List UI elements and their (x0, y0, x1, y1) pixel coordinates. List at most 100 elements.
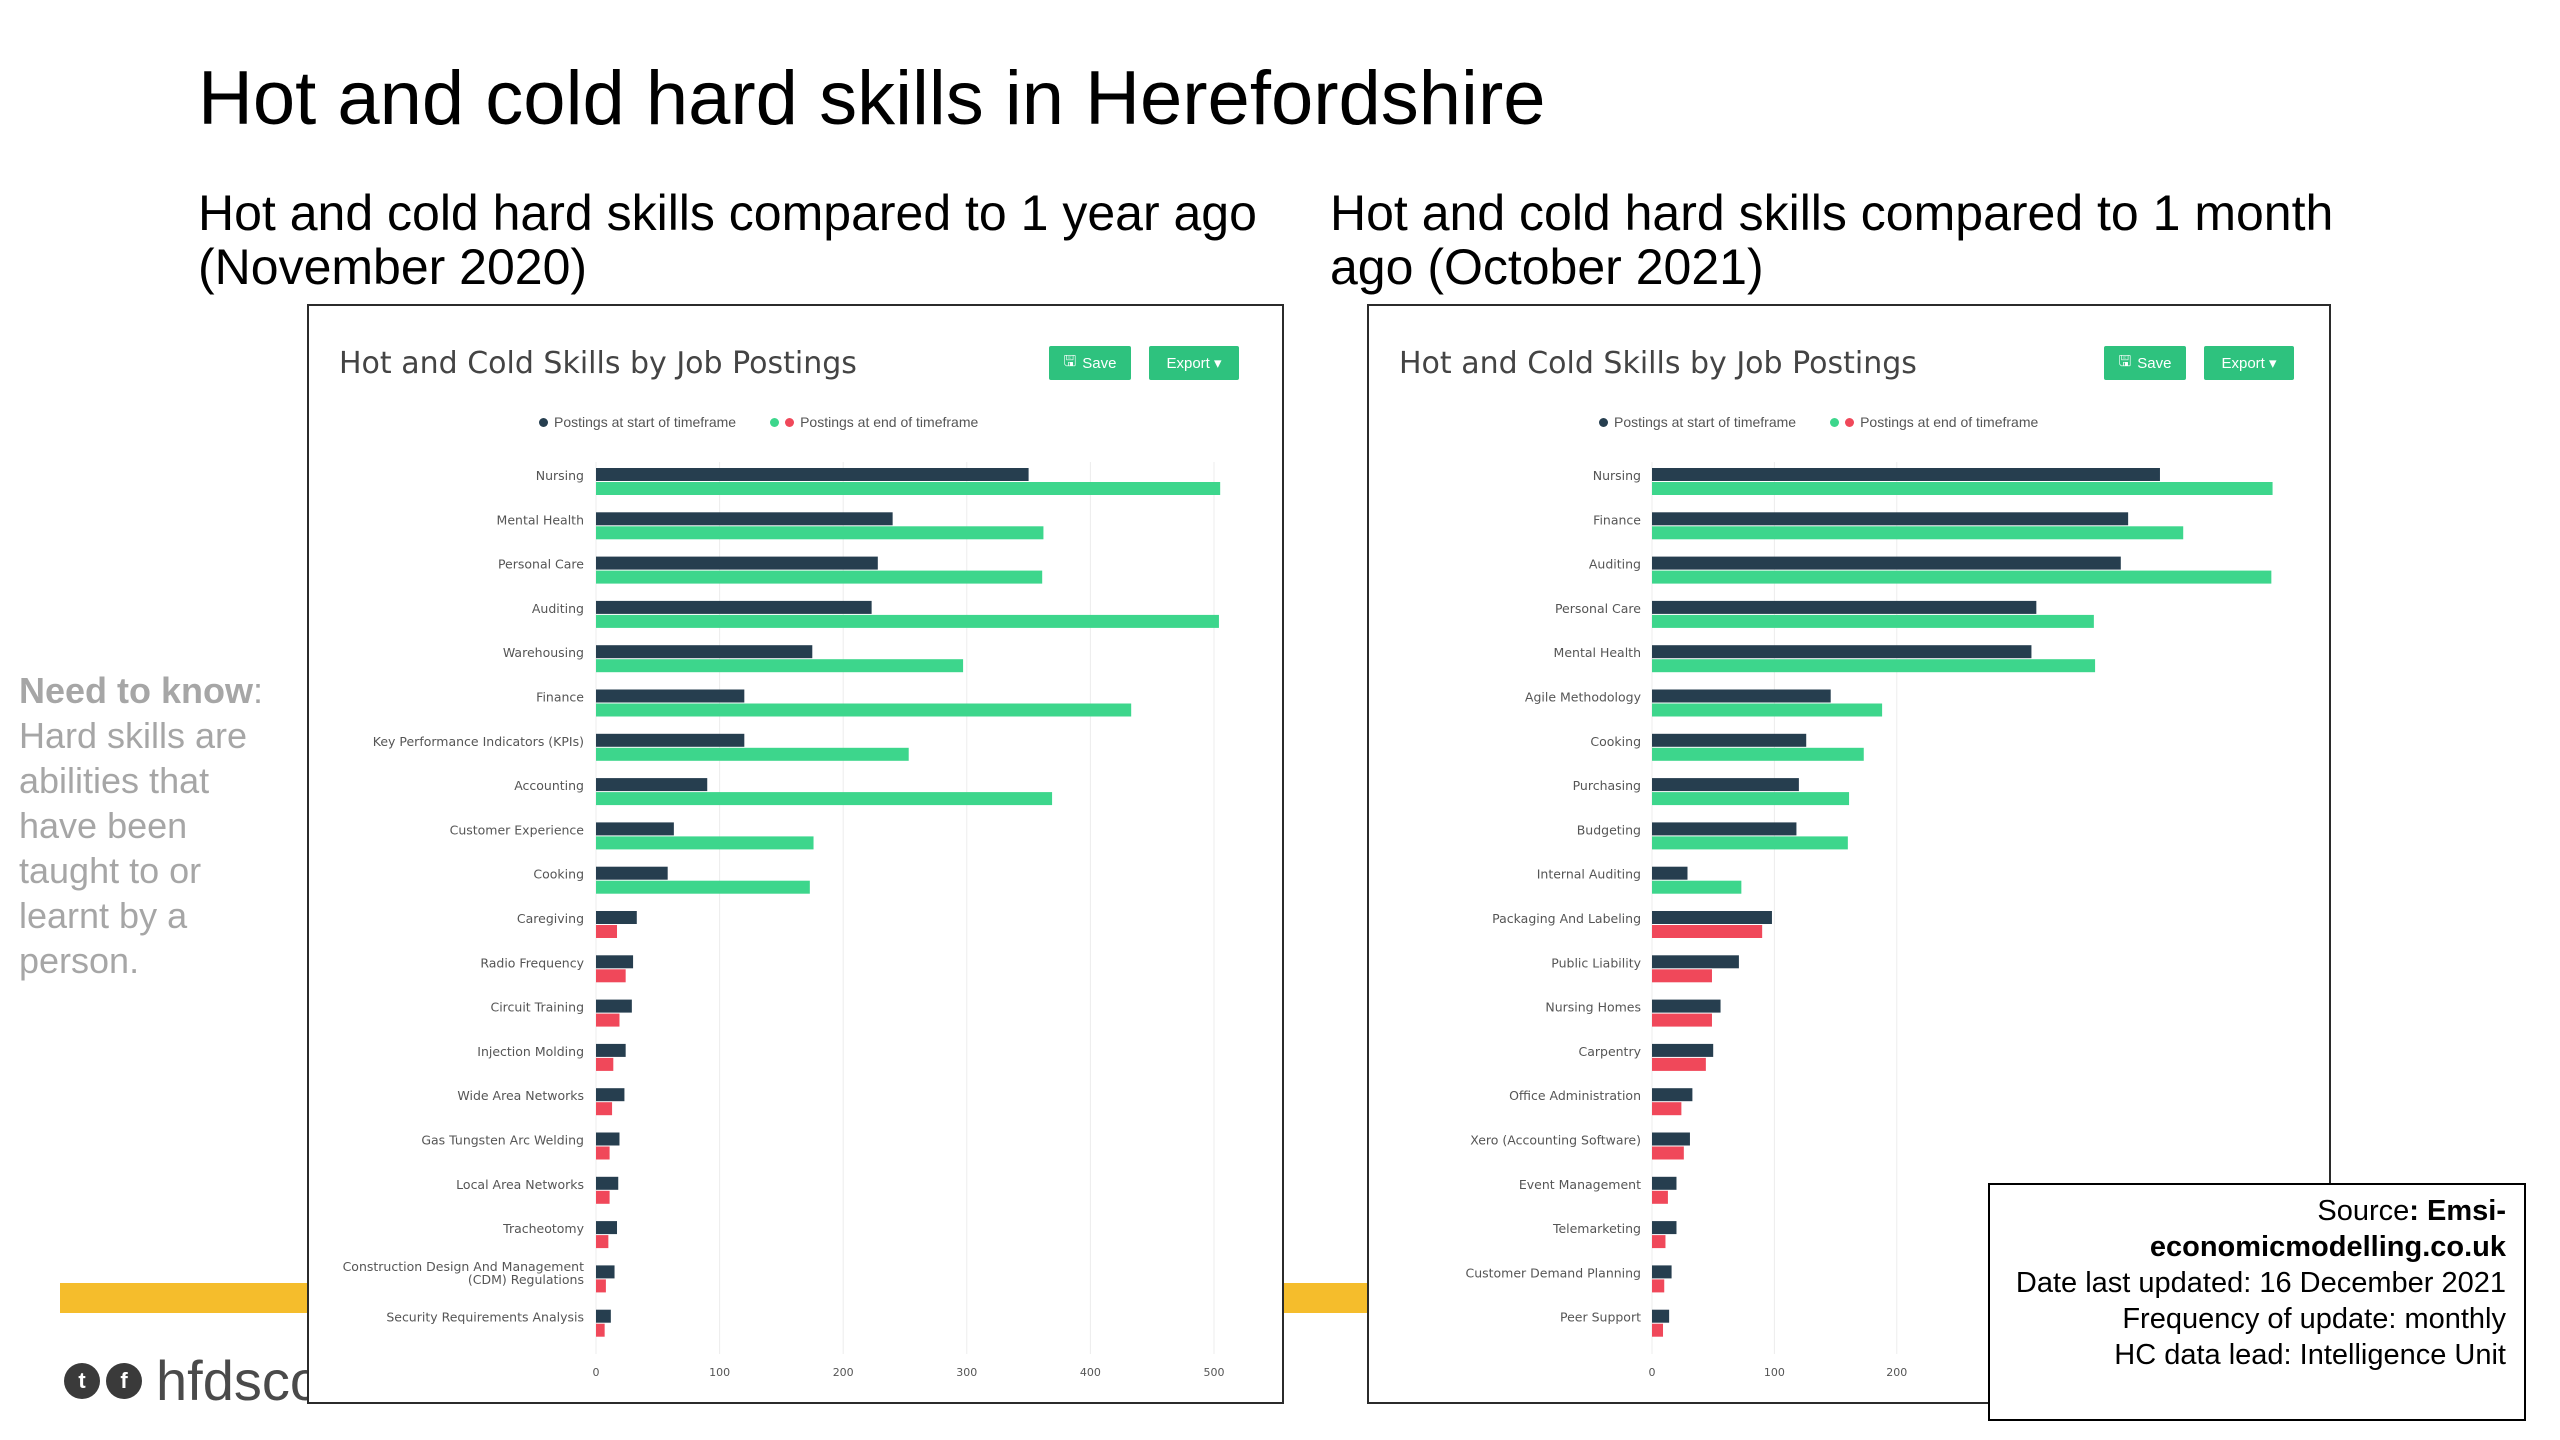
date-updated: Date last updated: 16 December 2021 (2015, 1267, 2506, 1299)
bar-end (596, 747, 909, 761)
chart-panel-1-year: Hot and Cold Skills by Job Postings 🖫 Sa… (307, 304, 1284, 1404)
bar-start (596, 1221, 618, 1235)
category-label: Local Area Networks (456, 1177, 584, 1192)
legend-end-up-dot (770, 417, 780, 427)
bar-start (596, 778, 708, 792)
bar-end (1652, 836, 1848, 850)
need-to-know-body: Hard skills are abilities that have been… (19, 715, 248, 981)
bar-end (596, 482, 1221, 495)
bar-end (596, 1279, 606, 1293)
twitter-icon[interactable]: t (64, 1362, 100, 1399)
bar-end (596, 1013, 620, 1027)
category-label: Auditing (532, 601, 584, 616)
need-to-know-heading: Need to know (19, 670, 254, 711)
bar-end (1652, 703, 1883, 717)
export-button[interactable]: Export ▾ (2204, 346, 2294, 380)
bar-end (596, 1235, 609, 1249)
bar-start (1652, 911, 1772, 924)
category-label: Carpentry (1578, 1044, 1641, 1059)
bar-start (596, 600, 872, 614)
bar-end (596, 1146, 610, 1160)
bar-start (1652, 1132, 1690, 1146)
category-label: Construction Design And Management (343, 1259, 585, 1274)
chart-title: Hot and Cold Skills by Job Postings (1399, 346, 1917, 381)
category-label: Wide Area Networks (457, 1088, 584, 1103)
category-label: Auditing (1589, 557, 1641, 572)
left-panel-heading: Hot and cold hard skills compared to 1 y… (198, 185, 1257, 295)
bar-start (596, 822, 674, 836)
bar-start (1652, 999, 1721, 1013)
bar-end (596, 1057, 614, 1071)
bar-end (596, 836, 814, 850)
export-label: Export ▾ (1166, 355, 1222, 372)
bar-end (1652, 526, 2184, 540)
bar-start (596, 468, 1029, 481)
bar-start (596, 1309, 611, 1323)
chart-legend: Postings at start of timeframe Postings … (1599, 414, 2072, 430)
bar-start (596, 733, 745, 747)
legend-item-start: Postings at start of timeframe (1599, 414, 1796, 430)
category-label: Accounting (514, 778, 584, 793)
page-title: Hot and cold hard skills in Herefordshir… (198, 56, 1546, 141)
category-label: Personal Care (498, 557, 584, 572)
category-label: Customer Experience (450, 822, 585, 837)
bar-start (1652, 645, 2032, 659)
bar-start (596, 1265, 615, 1279)
update-frequency: Frequency of update: monthly (2122, 1303, 2506, 1335)
legend-end-down-dot (1845, 417, 1855, 427)
bar-end (1652, 614, 2094, 628)
floppy-disk-icon: 🖫 (1063, 352, 1077, 370)
legend-end-up-dot (1830, 417, 1840, 427)
bar-start (596, 1132, 620, 1146)
bar-start (596, 955, 634, 969)
bar-end (1652, 1323, 1664, 1337)
category-label: Public Liability (1551, 955, 1641, 970)
bar-chart-1-month: 0 100 200 Nursing Finance Auditing Personal Ca… (1465, 462, 2273, 1379)
source-label: Source (2317, 1195, 2410, 1227)
category-label: Nursing Homes (1545, 1000, 1641, 1015)
legend-end-down-dot (785, 417, 795, 427)
bar-start (1652, 955, 1739, 969)
source-value: Emsi-economicmodelling.co.uk (2149, 1195, 2506, 1263)
bar-start (1652, 512, 2129, 526)
export-label: Export ▾ (2221, 355, 2277, 372)
bar-start (596, 1176, 619, 1190)
bar-end (1652, 1102, 1682, 1116)
x-tick-label: 100 (1764, 1366, 1785, 1379)
legend-start-label: Postings at start of timeframe (1614, 414, 1797, 430)
legend-end-label: Postings at end of timeframe (1860, 414, 2039, 430)
category-label: Finance (1593, 512, 1641, 527)
legend-item-start: Postings at start of timeframe (539, 414, 736, 430)
category-label: Cooking (533, 867, 584, 882)
category-label: Xero (Accounting Software) (1470, 1133, 1641, 1148)
bar-start (596, 556, 878, 570)
bar-start (1652, 866, 1688, 880)
bar-end (1652, 880, 1742, 894)
data-lead: HC data lead: Intelligence Unit (2114, 1339, 2506, 1371)
category-label: Circuit Training (490, 1000, 584, 1015)
export-button[interactable]: Export ▾ (1149, 346, 1239, 380)
bar-start (596, 911, 637, 924)
bar-end (1652, 1190, 1668, 1204)
category-label: Telemarketing (1552, 1221, 1641, 1236)
category-label: Personal Care (1555, 601, 1641, 616)
facebook-icon[interactable]: f (106, 1362, 142, 1399)
category-label: Radio Frequency (480, 955, 584, 970)
bar-end (596, 703, 1132, 717)
floppy-disk-icon: 🖫 (2118, 352, 2132, 370)
bar-start (596, 645, 813, 659)
save-button[interactable]: 🖫 Save (1049, 346, 1131, 380)
bar-end (1652, 792, 1850, 806)
bar-end (1652, 659, 2096, 673)
bar-end (596, 925, 618, 938)
category-label: (CDM) Regulations (468, 1272, 584, 1287)
bar-end (596, 1190, 610, 1204)
bar-end (596, 1102, 613, 1116)
save-button[interactable]: 🖫 Save (2104, 346, 2186, 380)
category-label: Warehousing (503, 645, 584, 660)
bar-end (1652, 925, 1763, 938)
bar-start (596, 512, 893, 526)
category-label: Caregiving (517, 911, 584, 926)
bar-end (596, 969, 626, 983)
category-label: Security Requirements Analysis (386, 1310, 584, 1325)
